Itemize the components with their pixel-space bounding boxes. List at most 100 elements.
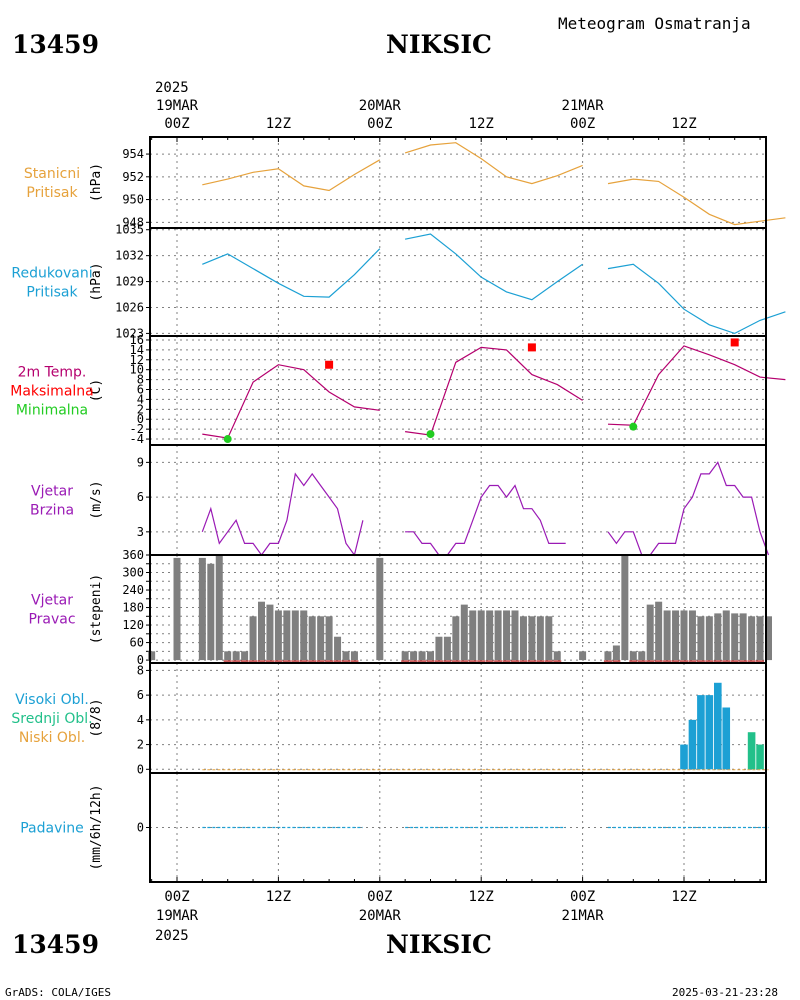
day-label-bottom: 19MAR: [156, 908, 199, 924]
wind-direction-bar: [553, 651, 561, 661]
panel-label: Padavine: [20, 821, 84, 837]
wind-direction-bar: [646, 604, 654, 661]
y-tick-label: 60: [130, 636, 144, 650]
time-tick-label-bottom: 00Z: [570, 889, 595, 905]
cloud-high-bar: [714, 682, 722, 770]
y-tick-label: 948: [122, 215, 144, 229]
y-axis-label: (stepeni): [89, 574, 104, 644]
wind-direction-bar: [148, 651, 156, 661]
y-tick-label: 120: [122, 618, 144, 632]
wind-direction-bar: [241, 651, 249, 661]
station-id-bottom: 13459: [12, 930, 99, 959]
wind-direction-bar: [612, 645, 620, 661]
wind-direction-bar: [325, 616, 333, 661]
day-label-top: 19MAR: [156, 98, 199, 114]
reduced-pressure-line: [404, 233, 583, 301]
wind-direction-bar: [579, 651, 587, 661]
timestamp-label: 2025-03-21-23:28: [672, 986, 778, 999]
credit-label: GrADS: COLA/IGES: [5, 986, 111, 999]
wind-direction-bar: [705, 616, 713, 661]
wind-direction-bar: [739, 613, 747, 661]
y-tick-label: 1032: [115, 249, 144, 263]
y-tick-label: 8: [137, 663, 144, 677]
time-tick-label-top: 00Z: [164, 116, 189, 132]
cloud-high-bar: [688, 719, 697, 770]
y-axis-label: (hPa): [89, 262, 104, 301]
wind-direction-bar: [308, 616, 316, 661]
y-tick-label: 9: [137, 455, 144, 469]
y-tick-label: 8: [137, 373, 144, 387]
panel-label: Minimalna: [16, 403, 88, 419]
y-tick-label: 300: [122, 566, 144, 580]
wind-direction-bar: [435, 636, 443, 661]
y-tick-label: 1026: [115, 300, 144, 314]
y-tick-label: 1035: [115, 223, 144, 237]
y-tick-label: 240: [122, 583, 144, 597]
day-label-bottom: 21MAR: [562, 908, 605, 924]
wind-direction-bar: [765, 616, 772, 661]
time-tick-label-bottom: 00Z: [367, 889, 392, 905]
panel-label: 2m Temp.: [18, 365, 87, 381]
y-tick-label: 0: [137, 762, 144, 776]
station-pressure-line: [202, 159, 381, 192]
wind-direction-bar: [486, 610, 494, 661]
time-tick-label-bottom: 12Z: [266, 889, 291, 905]
temperature-line: [607, 345, 786, 426]
tmin-marker: [223, 435, 232, 444]
wind-direction-bar: [477, 610, 485, 661]
wind-direction-bar: [283, 610, 291, 661]
y-tick-label: 2: [137, 402, 144, 416]
wind-direction-bar: [317, 616, 325, 661]
y-tick-label: 1029: [115, 275, 144, 289]
wind-direction-bar: [638, 651, 646, 661]
y-axis-label: (m/s): [89, 480, 104, 519]
panel-frame: [149, 772, 767, 883]
panel-label: Srednji Obl.: [11, 711, 92, 727]
wind-direction-bar: [655, 601, 663, 661]
time-tick-label-top: 12Z: [266, 116, 291, 132]
wind-direction-bar: [258, 601, 265, 661]
y-tick-label: 14: [130, 343, 144, 357]
wind-direction-bar: [274, 610, 282, 661]
panel-label: Brzina: [30, 503, 74, 519]
wind-direction-bar: [545, 616, 553, 661]
wind-direction-bar: [460, 604, 468, 661]
station-pressure-line: [404, 142, 583, 185]
wind-direction-bar: [443, 636, 451, 661]
wind-direction-bar: [266, 604, 274, 661]
wind-direction-bar: [452, 616, 460, 661]
y-axis-label: (C): [89, 379, 104, 402]
wind-direction-bar: [714, 613, 722, 661]
wind-direction-bar: [731, 613, 739, 661]
wind-direction-bar: [173, 557, 181, 661]
y-tick-label: 4: [137, 713, 144, 727]
y-tick-label: 0: [137, 821, 144, 835]
panel-label: Redukovani: [11, 266, 92, 282]
panel-label: Maksimalna: [10, 384, 94, 400]
wind-direction-bar: [300, 610, 308, 661]
wind-direction-bar: [427, 651, 434, 661]
time-tick-label-top: 00Z: [367, 116, 392, 132]
wind-direction-bar: [249, 616, 257, 661]
wind-direction-bar: [503, 610, 511, 661]
wind-direction-bar: [410, 651, 418, 661]
cloud-mid-bar: [747, 732, 756, 770]
y-tick-label: 0: [137, 412, 144, 426]
reduced-pressure-line: [607, 263, 786, 335]
day-label-bottom: 20MAR: [359, 908, 402, 924]
wind-speed-line: [201, 472, 364, 557]
time-tick-label-top: 00Z: [570, 116, 595, 132]
wind-direction-bar: [672, 610, 680, 661]
time-tick-label-bottom: 12Z: [469, 889, 494, 905]
wind-direction-bar: [756, 616, 764, 661]
y-tick-label: 6: [137, 383, 144, 397]
wind-direction-bar: [469, 610, 477, 661]
y-tick-label: 6: [137, 688, 144, 702]
wind-direction-bar: [722, 610, 730, 661]
y-tick-label: 3: [137, 525, 144, 539]
temperature-line: [405, 346, 583, 436]
y-tick-label: 6: [137, 490, 144, 504]
time-tick-label-bottom: 12Z: [671, 889, 696, 905]
wind-direction-bar: [198, 557, 206, 661]
